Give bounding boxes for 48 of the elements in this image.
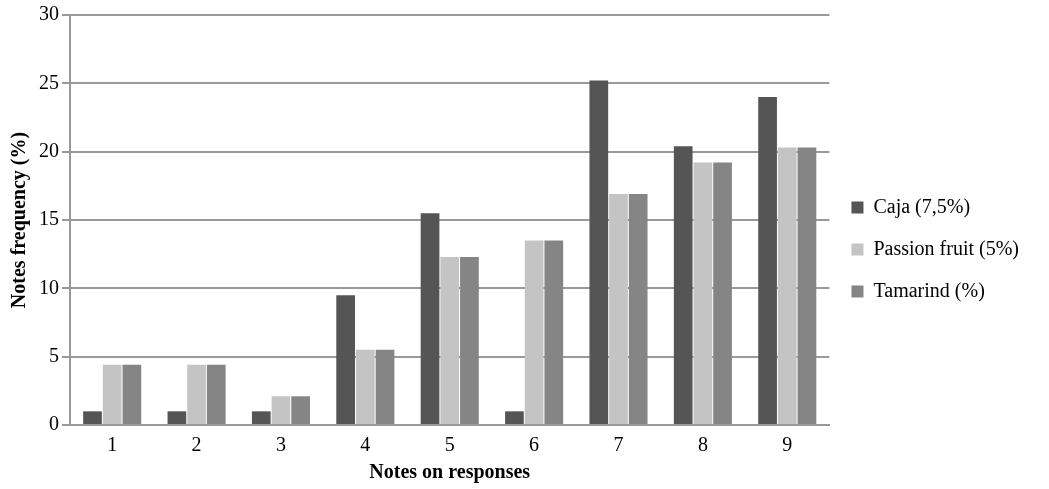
bar	[589, 80, 609, 424]
bar	[271, 396, 291, 424]
bar	[524, 240, 544, 424]
legend-label: Passion fruit (5%)	[873, 236, 1020, 260]
bar	[777, 147, 797, 424]
bar	[420, 213, 440, 424]
x-tick-label: 7	[613, 433, 624, 456]
x-axis-title: Notes on responses	[369, 460, 531, 484]
bar	[758, 97, 777, 424]
bar	[102, 364, 122, 424]
bar	[440, 256, 460, 424]
y-tick-label: 5	[49, 343, 59, 366]
bar	[609, 194, 628, 424]
bar	[122, 364, 142, 424]
x-tick-label: 9	[782, 433, 793, 456]
bar	[375, 349, 395, 424]
x-tick-label: 1	[107, 433, 118, 456]
bar	[544, 240, 564, 424]
y-axis-title: Notes frequency (%)	[7, 131, 31, 309]
x-tick-label: 8	[697, 433, 708, 456]
bar	[713, 162, 732, 424]
y-tick-label: 25	[39, 70, 59, 93]
y-tick-label: 0	[49, 412, 59, 435]
bar	[167, 411, 187, 424]
bar	[83, 411, 102, 424]
bar	[673, 146, 693, 424]
x-tick-label: 5	[444, 433, 455, 456]
x-tick-label: 3	[275, 433, 286, 456]
bar	[693, 162, 713, 424]
bar	[797, 147, 817, 424]
y-tick-label: 15	[39, 207, 59, 230]
x-tick-label: 2	[191, 433, 202, 456]
legend-label: Caja (7,5%)	[873, 194, 971, 218]
y-tick-label: 30	[39, 2, 59, 25]
bar	[628, 194, 648, 424]
x-tick-label: 6	[529, 433, 540, 456]
bar	[355, 349, 375, 424]
y-tick-label: 20	[39, 138, 59, 161]
bar	[505, 411, 524, 424]
bar	[291, 396, 310, 424]
bar	[187, 364, 206, 424]
bar	[336, 295, 356, 424]
legend-label: Tamarind (%)	[873, 278, 985, 302]
bar	[251, 411, 271, 424]
bar	[460, 256, 479, 424]
bar	[206, 364, 226, 424]
x-tick-label: 4	[360, 433, 371, 456]
y-tick-label: 10	[39, 275, 59, 298]
